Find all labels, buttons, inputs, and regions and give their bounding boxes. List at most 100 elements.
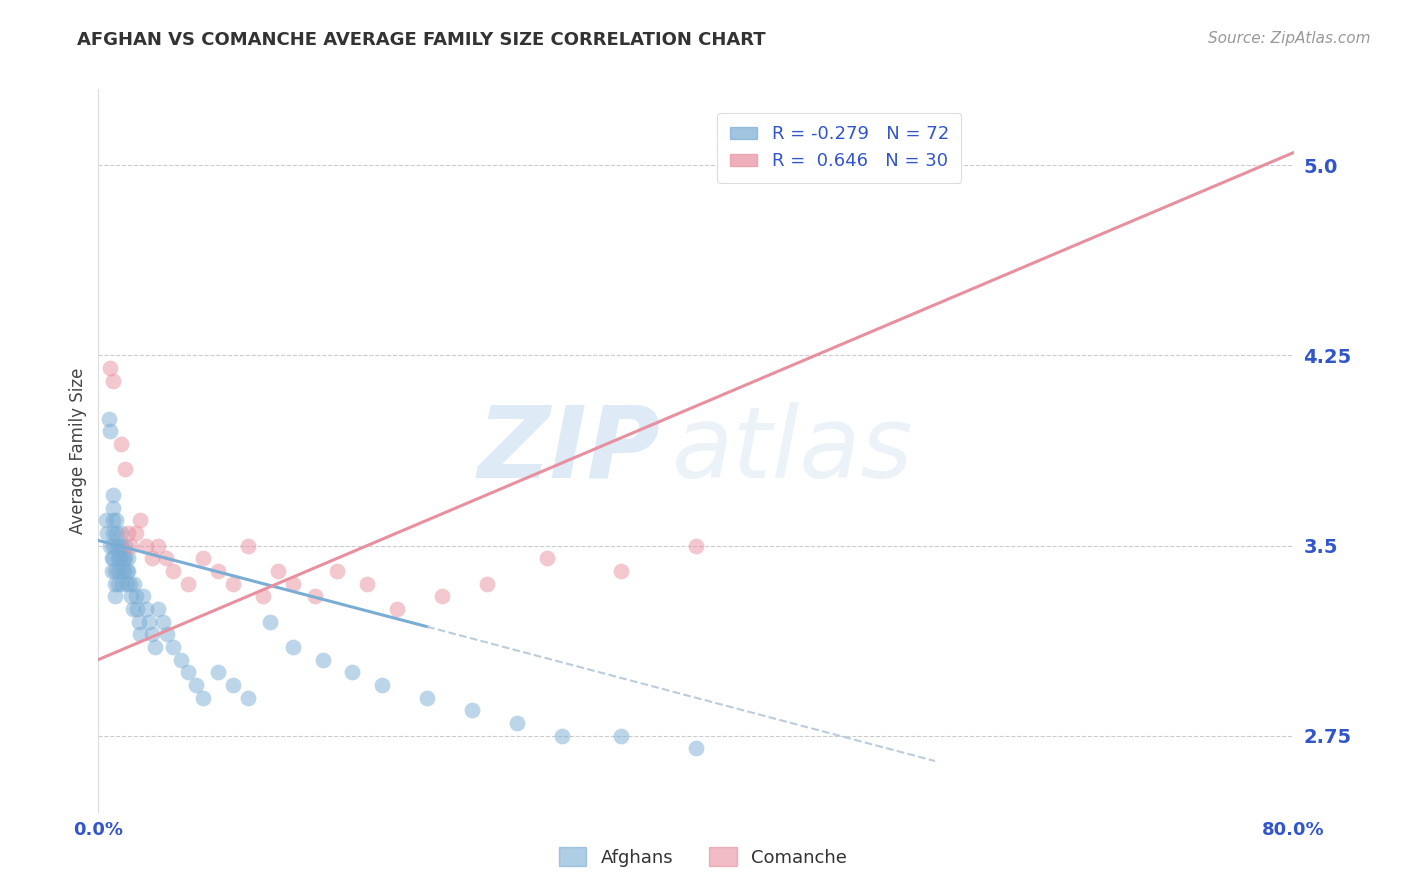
Point bbox=[236, 539, 259, 553]
Point bbox=[177, 665, 200, 680]
Point bbox=[152, 615, 174, 629]
Point bbox=[550, 729, 572, 743]
Point bbox=[506, 716, 529, 731]
Point bbox=[97, 411, 120, 425]
Point bbox=[98, 539, 122, 553]
Point bbox=[105, 513, 128, 527]
Point bbox=[111, 576, 134, 591]
Point bbox=[128, 615, 150, 629]
Point bbox=[138, 615, 160, 629]
Point bbox=[129, 513, 152, 527]
Point bbox=[155, 551, 177, 566]
Point bbox=[115, 564, 138, 578]
Point bbox=[105, 525, 128, 540]
Point bbox=[236, 690, 259, 705]
Point bbox=[107, 576, 129, 591]
Point bbox=[108, 539, 131, 553]
Point bbox=[107, 551, 129, 566]
Point bbox=[112, 551, 135, 566]
Point bbox=[184, 678, 207, 692]
Point bbox=[191, 551, 214, 566]
Point bbox=[610, 729, 633, 743]
Point bbox=[94, 513, 117, 527]
Point bbox=[125, 525, 148, 540]
Point bbox=[304, 589, 326, 603]
Point bbox=[104, 576, 127, 591]
Point bbox=[103, 513, 125, 527]
Point bbox=[461, 703, 484, 717]
Point bbox=[281, 576, 304, 591]
Point bbox=[127, 602, 149, 616]
Point bbox=[385, 602, 409, 616]
Point bbox=[114, 551, 136, 566]
Point bbox=[114, 462, 136, 476]
Point bbox=[311, 652, 333, 666]
Point bbox=[110, 551, 132, 566]
Point bbox=[117, 551, 139, 566]
Point bbox=[101, 551, 124, 566]
Point bbox=[98, 361, 122, 376]
Point bbox=[141, 627, 163, 641]
Point bbox=[104, 589, 127, 603]
Point bbox=[110, 525, 132, 540]
Point bbox=[114, 539, 136, 553]
Point bbox=[103, 374, 125, 388]
Point bbox=[117, 525, 139, 540]
Point bbox=[222, 576, 245, 591]
Legend: Afghans, Comanche: Afghans, Comanche bbox=[553, 840, 853, 874]
Point bbox=[610, 564, 633, 578]
Point bbox=[120, 589, 142, 603]
Point bbox=[685, 741, 707, 756]
Point bbox=[124, 576, 146, 591]
Point bbox=[110, 539, 132, 553]
Point bbox=[536, 551, 558, 566]
Point bbox=[121, 602, 143, 616]
Point bbox=[103, 525, 125, 540]
Point bbox=[110, 437, 132, 451]
Text: ZIP: ZIP bbox=[477, 402, 661, 499]
Point bbox=[105, 539, 128, 553]
Point bbox=[416, 690, 439, 705]
Point bbox=[342, 665, 364, 680]
Point bbox=[112, 564, 135, 578]
Point bbox=[207, 665, 229, 680]
Point bbox=[252, 589, 274, 603]
Point bbox=[685, 539, 707, 553]
Point bbox=[475, 576, 498, 591]
Point bbox=[96, 525, 118, 540]
Point bbox=[177, 576, 200, 591]
Point bbox=[191, 690, 214, 705]
Point bbox=[103, 488, 125, 502]
Point bbox=[356, 576, 378, 591]
Point bbox=[120, 539, 142, 553]
Point bbox=[98, 425, 122, 439]
Point bbox=[169, 652, 191, 666]
Point bbox=[371, 678, 394, 692]
Point bbox=[101, 564, 124, 578]
Point bbox=[111, 564, 134, 578]
Point bbox=[103, 500, 125, 515]
Point bbox=[162, 640, 184, 654]
Point bbox=[141, 551, 163, 566]
Point bbox=[156, 627, 179, 641]
Y-axis label: Average Family Size: Average Family Size bbox=[69, 368, 87, 533]
Point bbox=[259, 615, 281, 629]
Legend: R = -0.279   N = 72, R =  0.646   N = 30: R = -0.279 N = 72, R = 0.646 N = 30 bbox=[717, 112, 962, 183]
Point bbox=[135, 539, 157, 553]
Point bbox=[108, 551, 131, 566]
Point bbox=[135, 602, 157, 616]
Point bbox=[103, 551, 125, 566]
Text: Source: ZipAtlas.com: Source: ZipAtlas.com bbox=[1208, 31, 1371, 46]
Point bbox=[107, 564, 129, 578]
Point bbox=[162, 564, 184, 578]
Text: AFGHAN VS COMANCHE AVERAGE FAMILY SIZE CORRELATION CHART: AFGHAN VS COMANCHE AVERAGE FAMILY SIZE C… bbox=[77, 31, 766, 49]
Point bbox=[117, 564, 139, 578]
Point bbox=[281, 640, 304, 654]
Point bbox=[143, 640, 166, 654]
Point bbox=[103, 539, 125, 553]
Point bbox=[430, 589, 453, 603]
Point bbox=[267, 564, 290, 578]
Point bbox=[115, 576, 138, 591]
Point bbox=[104, 564, 127, 578]
Text: atlas: atlas bbox=[672, 402, 914, 499]
